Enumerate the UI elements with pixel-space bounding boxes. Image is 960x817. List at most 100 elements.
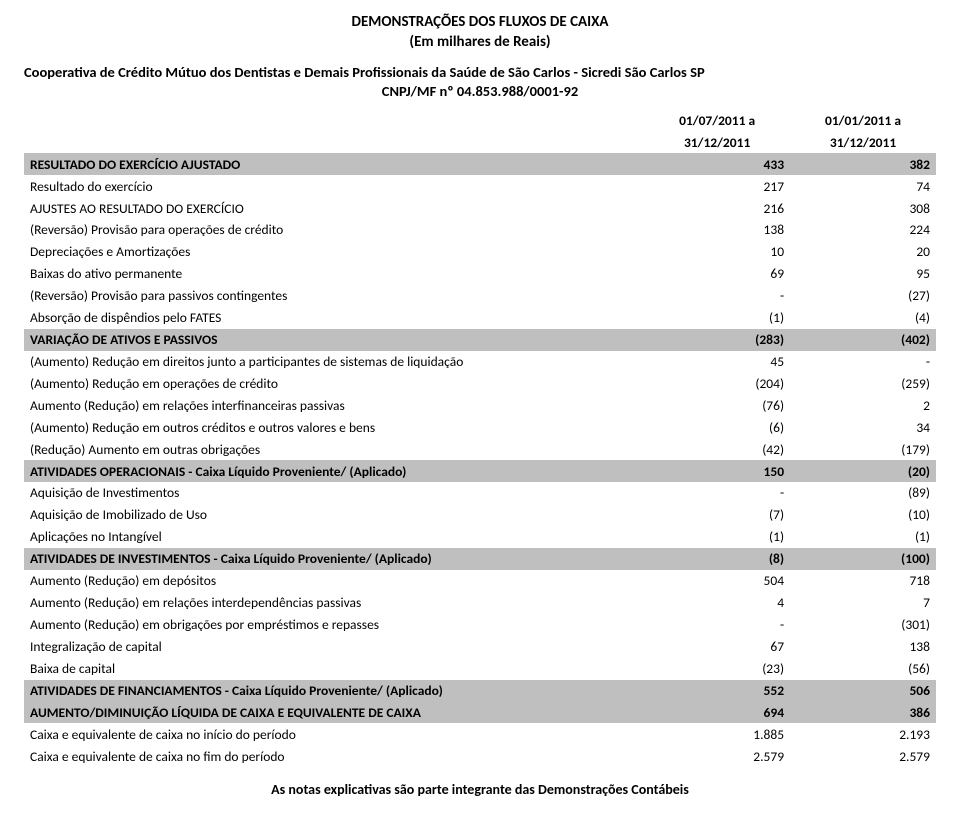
row-col2: (10)	[790, 504, 936, 526]
row-label: RESULTADO DO EXERCÍCIO AJUSTADO	[24, 153, 644, 175]
row-col1: 45	[644, 351, 790, 373]
row-col2: 308	[790, 197, 936, 219]
col2-head-a: 01/01/2011 a	[790, 110, 936, 132]
row-col1: -	[644, 285, 790, 307]
row-col1: 69	[644, 263, 790, 285]
row-col2: 34	[790, 417, 936, 439]
section-heading-row: ATIVIDADES OPERACIONAIS - Caixa Líquido …	[24, 460, 936, 482]
cashflow-table: 01/07/2011 a 01/01/2011 a 31/12/2011 31/…	[24, 110, 936, 768]
table-row: (Aumento) Redução em direitos junto a pa…	[24, 351, 936, 373]
row-col1: 504	[644, 570, 790, 592]
table-row: (Reversão) Provisão para passivos contin…	[24, 285, 936, 307]
table-row: AJUSTES AO RESULTADO DO EXERCÍCIO216308	[24, 197, 936, 219]
row-label: Aplicações no Intangível	[24, 526, 644, 548]
row-col2: 20	[790, 241, 936, 263]
row-col1: 217	[644, 175, 790, 197]
empty-cell	[24, 110, 644, 132]
row-col1: (204)	[644, 373, 790, 395]
row-col1: (7)	[644, 504, 790, 526]
row-col2: (1)	[790, 526, 936, 548]
table-row: Caixa e equivalente de caixa no início d…	[24, 723, 936, 745]
row-label: (Redução) Aumento em outras obrigações	[24, 438, 644, 460]
section-heading-row: ATIVIDADES DE INVESTIMENTOS - Caixa Líqu…	[24, 548, 936, 570]
row-label: (Aumento) Redução em direitos junto a pa…	[24, 351, 644, 373]
col-header-row-2: 31/12/2011 31/12/2011	[24, 132, 936, 154]
table-row: (Redução) Aumento em outras obrigações(4…	[24, 438, 936, 460]
row-label: Baixa de capital	[24, 658, 644, 680]
row-col1: 1.885	[644, 723, 790, 745]
section-heading-row: VARIAÇÃO DE ATIVOS E PASSIVOS(283)(402)	[24, 329, 936, 351]
row-col2: (100)	[790, 548, 936, 570]
row-label: ATIVIDADES DE INVESTIMENTOS - Caixa Líqu…	[24, 548, 644, 570]
row-col2: 718	[790, 570, 936, 592]
row-col2: (179)	[790, 438, 936, 460]
row-label: Aumento (Redução) em depósitos	[24, 570, 644, 592]
table-row: Depreciações e Amortizações1020	[24, 241, 936, 263]
row-col2: (402)	[790, 329, 936, 351]
row-col2: 386	[790, 702, 936, 724]
row-col2: (20)	[790, 460, 936, 482]
row-col2: (89)	[790, 482, 936, 504]
table-row: Aquisição de Imobilizado de Uso(7)(10)	[24, 504, 936, 526]
row-col1: 216	[644, 197, 790, 219]
row-label: Caixa e equivalente de caixa no início d…	[24, 723, 644, 745]
row-col1: 67	[644, 636, 790, 658]
row-label: (Aumento) Redução em operações de crédit…	[24, 373, 644, 395]
row-col2: 95	[790, 263, 936, 285]
row-col2: 2	[790, 395, 936, 417]
row-label: Aumento (Redução) em relações interfinan…	[24, 395, 644, 417]
row-label: (Reversão) Provisão para passivos contin…	[24, 285, 644, 307]
table-row: Aumento (Redução) em relações interfinan…	[24, 395, 936, 417]
row-col1: 4	[644, 592, 790, 614]
table-row: Aumento (Redução) em depósitos504718	[24, 570, 936, 592]
table-row: (Aumento) Redução em outros créditos e o…	[24, 417, 936, 439]
row-col1: -	[644, 614, 790, 636]
table-row: Aumento (Redução) em obrigações por empr…	[24, 614, 936, 636]
row-col1: 2.579	[644, 745, 790, 767]
row-label: (Reversão) Provisão para operações de cr…	[24, 219, 644, 241]
table-row: Aquisição de Investimentos-(89)	[24, 482, 936, 504]
row-col2: (301)	[790, 614, 936, 636]
table-row: Baixas do ativo permanente6995	[24, 263, 936, 285]
row-label: Depreciações e Amortizações	[24, 241, 644, 263]
row-label: AJUSTES AO RESULTADO DO EXERCÍCIO	[24, 197, 644, 219]
row-col1: 10	[644, 241, 790, 263]
row-col1: 694	[644, 702, 790, 724]
table-row: (Reversão) Provisão para operações de cr…	[24, 219, 936, 241]
row-label: Aumento (Redução) em obrigações por empr…	[24, 614, 644, 636]
row-col2: (4)	[790, 307, 936, 329]
row-label: Aquisição de Investimentos	[24, 482, 644, 504]
col1-head-a: 01/07/2011 a	[644, 110, 790, 132]
doc-title: DEMONSTRAÇÕES DOS FLUXOS DE CAIXA	[24, 12, 936, 32]
row-col1: (76)	[644, 395, 790, 417]
table-row: Caixa e equivalente de caixa no fim do p…	[24, 745, 936, 767]
row-label: Resultado do exercício	[24, 175, 644, 197]
table-row: Absorção de dispêndios pelo FATES(1)(4)	[24, 307, 936, 329]
row-col1: 433	[644, 153, 790, 175]
footer-note: As notas explicativas são parte integran…	[24, 781, 936, 798]
row-col1: (6)	[644, 417, 790, 439]
row-col1: 138	[644, 219, 790, 241]
row-col1: (42)	[644, 438, 790, 460]
row-label: Absorção de dispêndios pelo FATES	[24, 307, 644, 329]
row-col2: 506	[790, 680, 936, 702]
row-col2: 224	[790, 219, 936, 241]
row-col1: (8)	[644, 548, 790, 570]
row-col1: (23)	[644, 658, 790, 680]
org-name: Cooperativa de Crédito Mútuo dos Dentist…	[24, 63, 936, 83]
doc-subtitle: (Em milhares de Reais)	[24, 32, 936, 52]
col1-head-b: 31/12/2011	[644, 132, 790, 154]
row-col1: (1)	[644, 307, 790, 329]
row-col2: (56)	[790, 658, 936, 680]
row-col2: (259)	[790, 373, 936, 395]
row-label: ATIVIDADES OPERACIONAIS - Caixa Líquido …	[24, 460, 644, 482]
row-col1: 552	[644, 680, 790, 702]
row-label: Baixas do ativo permanente	[24, 263, 644, 285]
table-row: (Aumento) Redução em operações de crédit…	[24, 373, 936, 395]
col2-head-b: 31/12/2011	[790, 132, 936, 154]
row-col2: 382	[790, 153, 936, 175]
row-col2: 7	[790, 592, 936, 614]
row-col2: 2.193	[790, 723, 936, 745]
row-col1: (1)	[644, 526, 790, 548]
section-heading-row: ATIVIDADES DE FINANCIAMENTOS - Caixa Líq…	[24, 680, 936, 702]
